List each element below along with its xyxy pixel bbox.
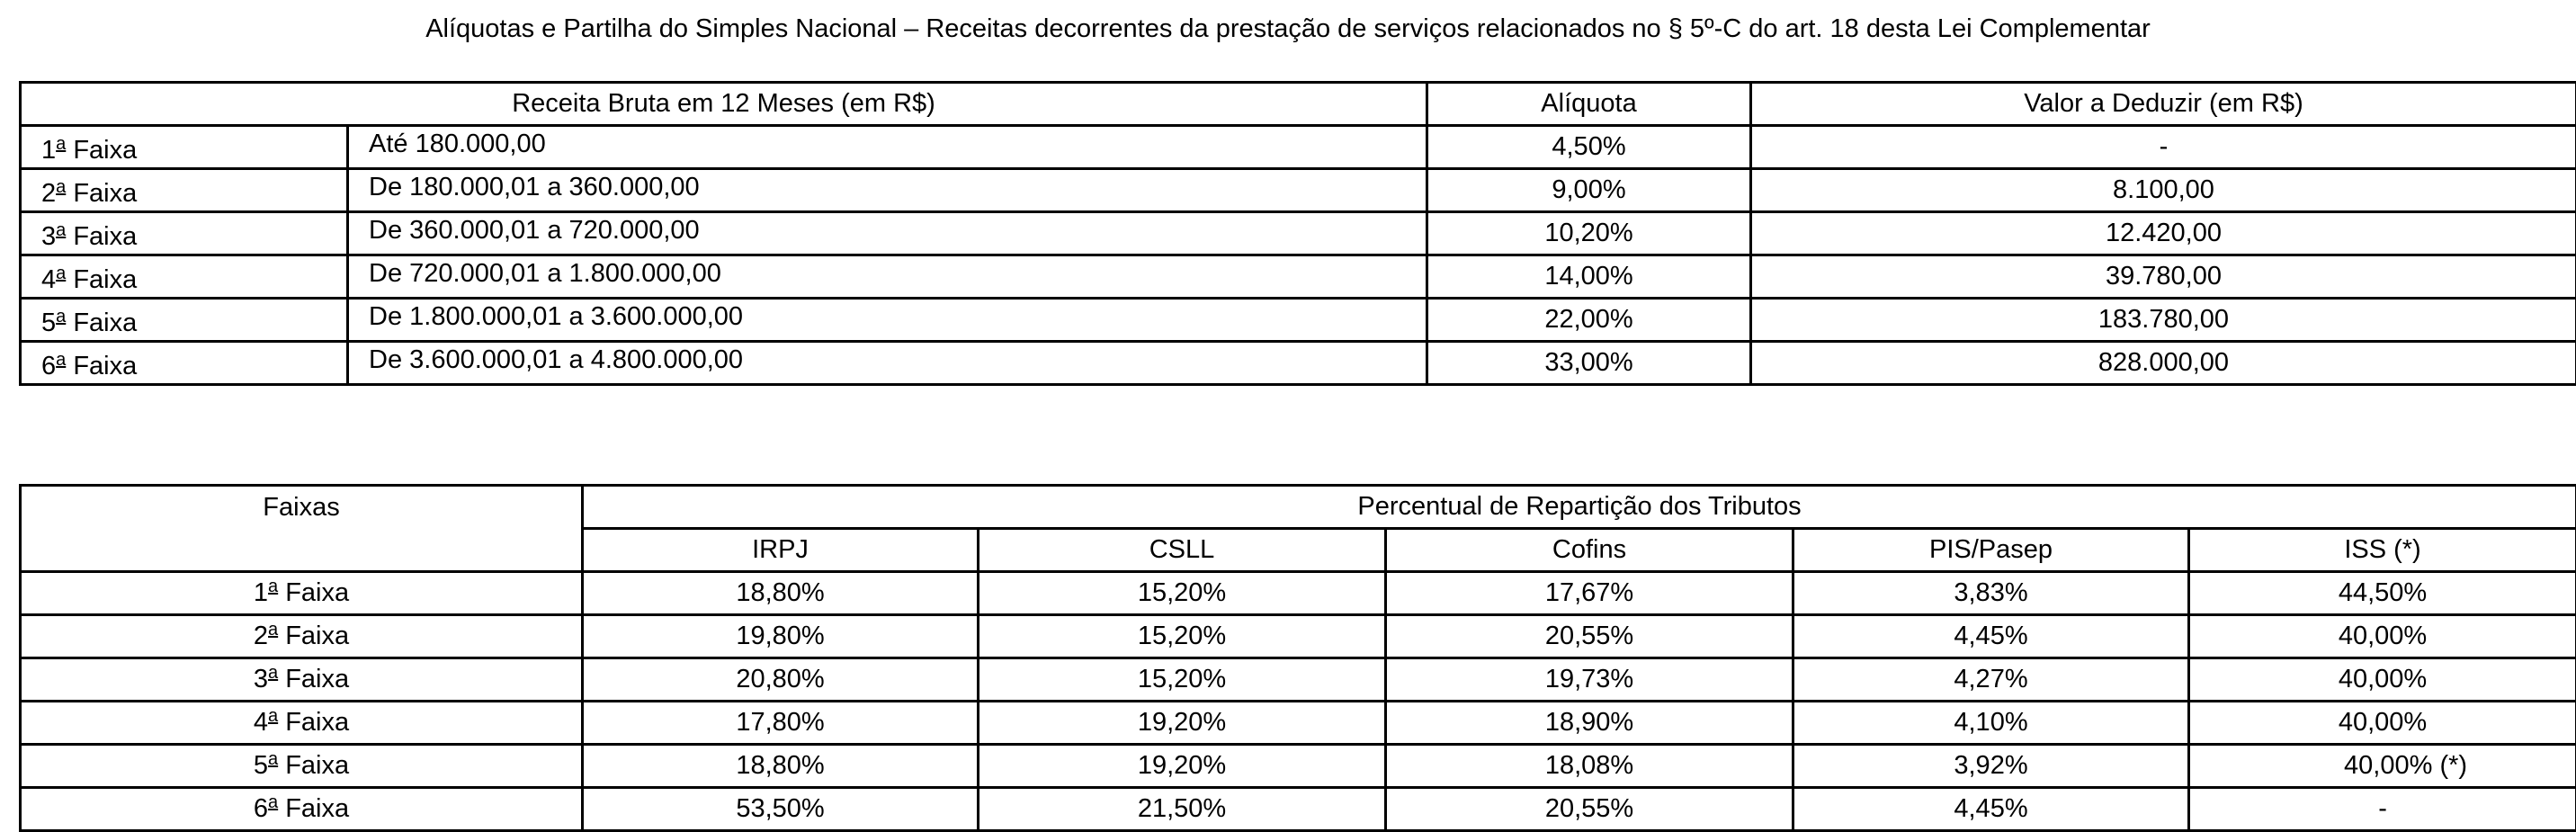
table-row: 3a Faixa 20,80% 15,20% 19,73% 4,27% 40,0… (21, 658, 2576, 702)
faixa-label: 4a Faixa (21, 255, 348, 299)
header-csll: CSLL (979, 529, 1386, 572)
faixa-label: 6a Faixa (21, 788, 583, 831)
faixa-label: 2a Faixa (21, 169, 348, 212)
csll-value: 15,20% (979, 572, 1386, 615)
iss-value: 40,00% (2189, 615, 2576, 658)
receita-range: De 360.000,01 a 720.000,00 (348, 212, 1427, 255)
faixa-label: 2a Faixa (21, 615, 583, 658)
irpj-value: 18,80% (583, 572, 979, 615)
valor-deduzir-value: 39.780,00 (1751, 255, 2576, 299)
table-row: 5a Faixa 18,80% 19,20% 18,08% 3,92% 40,0… (21, 745, 2576, 788)
table-row: 4a Faixa 17,80% 19,20% 18,90% 4,10% 40,0… (21, 702, 2576, 745)
header-pis-pasep: PIS/Pasep (1793, 529, 2189, 572)
table-row: 1a Faixa 18,80% 15,20% 17,67% 3,83% 44,5… (21, 572, 2576, 615)
table-row: 6a Faixa 53,50% 21,50% 20,55% 4,45% - (21, 788, 2576, 831)
cofins-value: 17,67% (1386, 572, 1793, 615)
header-percentual-reparticao: Percentual de Repartição dos Tributos (583, 486, 2576, 529)
page-title: Alíquotas e Partilha do Simples Nacional… (0, 11, 2576, 47)
pis-pasep-value: 3,92% (1793, 745, 2189, 788)
header-valor-deduzir: Valor a Deduzir (em R$) (1751, 83, 2576, 126)
irpj-value: 53,50% (583, 788, 979, 831)
faixa-label: 5a Faixa (21, 745, 583, 788)
table-row: 5a Faixa De 1.800.000,01 a 3.600.000,00 … (21, 299, 2576, 342)
table-row: 2a Faixa 19,80% 15,20% 20,55% 4,45% 40,0… (21, 615, 2576, 658)
aliquota-value: 22,00% (1427, 299, 1751, 342)
pis-pasep-value: 3,83% (1793, 572, 2189, 615)
aliquota-value: 10,20% (1427, 212, 1751, 255)
csll-value: 15,20% (979, 615, 1386, 658)
faixa-label: 5a Faixa (21, 299, 348, 342)
receita-range: De 3.600.000,01 a 4.800.000,00 (348, 342, 1427, 385)
faixa-label: 3a Faixa (21, 212, 348, 255)
faixa-label: 6a Faixa (21, 342, 348, 385)
csll-value: 15,20% (979, 658, 1386, 702)
aliquotas-header-row: Receita Bruta em 12 Meses (em R$) Alíquo… (21, 83, 2576, 126)
aliquota-value: 4,50% (1427, 126, 1751, 169)
header-receita-bruta: Receita Bruta em 12 Meses (em R$) (21, 83, 1427, 126)
header-cofins: Cofins (1386, 529, 1793, 572)
iss-value: 40,00% (*) (2189, 745, 2576, 788)
table-row: 2a Faixa De 180.000,01 a 360.000,00 9,00… (21, 169, 2576, 212)
table-row: 4a Faixa De 720.000,01 a 1.800.000,00 14… (21, 255, 2576, 299)
reparticao-table: Faixas Percentual de Repartição dos Trib… (19, 484, 2576, 832)
aliquota-value: 9,00% (1427, 169, 1751, 212)
pis-pasep-value: 4,45% (1793, 615, 2189, 658)
cofins-value: 20,55% (1386, 615, 1793, 658)
receita-range: De 180.000,01 a 360.000,00 (348, 169, 1427, 212)
valor-deduzir-value: 183.780,00 (1751, 299, 2576, 342)
header-irpj: IRPJ (583, 529, 979, 572)
faixa-label: 3a Faixa (21, 658, 583, 702)
iss-value: 40,00% (2189, 658, 2576, 702)
cofins-value: 20,55% (1386, 788, 1793, 831)
irpj-value: 19,80% (583, 615, 979, 658)
faixa-label: 1a Faixa (21, 572, 583, 615)
irpj-value: 20,80% (583, 658, 979, 702)
iss-value: - (2189, 788, 2576, 831)
irpj-value: 17,80% (583, 702, 979, 745)
receita-range: De 720.000,01 a 1.800.000,00 (348, 255, 1427, 299)
aliquota-value: 14,00% (1427, 255, 1751, 299)
receita-range: Até 180.000,00 (348, 126, 1427, 169)
table-row: 1a Faixa Até 180.000,00 4,50% - (21, 126, 2576, 169)
aliquotas-table: Receita Bruta em 12 Meses (em R$) Alíquo… (19, 81, 2576, 386)
cofins-value: 18,08% (1386, 745, 1793, 788)
header-aliquota: Alíquota (1427, 83, 1751, 126)
irpj-value: 18,80% (583, 745, 979, 788)
table-row: 3a Faixa De 360.000,01 a 720.000,00 10,2… (21, 212, 2576, 255)
reparticao-header-row: Faixas Percentual de Repartição dos Trib… (21, 486, 2576, 529)
csll-value: 21,50% (979, 788, 1386, 831)
cofins-value: 19,73% (1386, 658, 1793, 702)
pis-pasep-value: 4,45% (1793, 788, 2189, 831)
iss-value: 44,50% (2189, 572, 2576, 615)
csll-value: 19,20% (979, 702, 1386, 745)
valor-deduzir-value: 8.100,00 (1751, 169, 2576, 212)
header-iss: ISS (*) (2189, 529, 2576, 572)
csll-value: 19,20% (979, 745, 1386, 788)
pis-pasep-value: 4,27% (1793, 658, 2189, 702)
aliquota-value: 33,00% (1427, 342, 1751, 385)
faixa-label: 1a Faixa (21, 126, 348, 169)
iss-value: 40,00% (2189, 702, 2576, 745)
receita-range: De 1.800.000,01 a 3.600.000,00 (348, 299, 1427, 342)
pis-pasep-value: 4,10% (1793, 702, 2189, 745)
table-row: 6a Faixa De 3.600.000,01 a 4.800.000,00 … (21, 342, 2576, 385)
header-faixas: Faixas (21, 486, 583, 572)
valor-deduzir-value: - (1751, 126, 2576, 169)
valor-deduzir-value: 828.000,00 (1751, 342, 2576, 385)
faixa-label: 4a Faixa (21, 702, 583, 745)
valor-deduzir-value: 12.420,00 (1751, 212, 2576, 255)
cofins-value: 18,90% (1386, 702, 1793, 745)
